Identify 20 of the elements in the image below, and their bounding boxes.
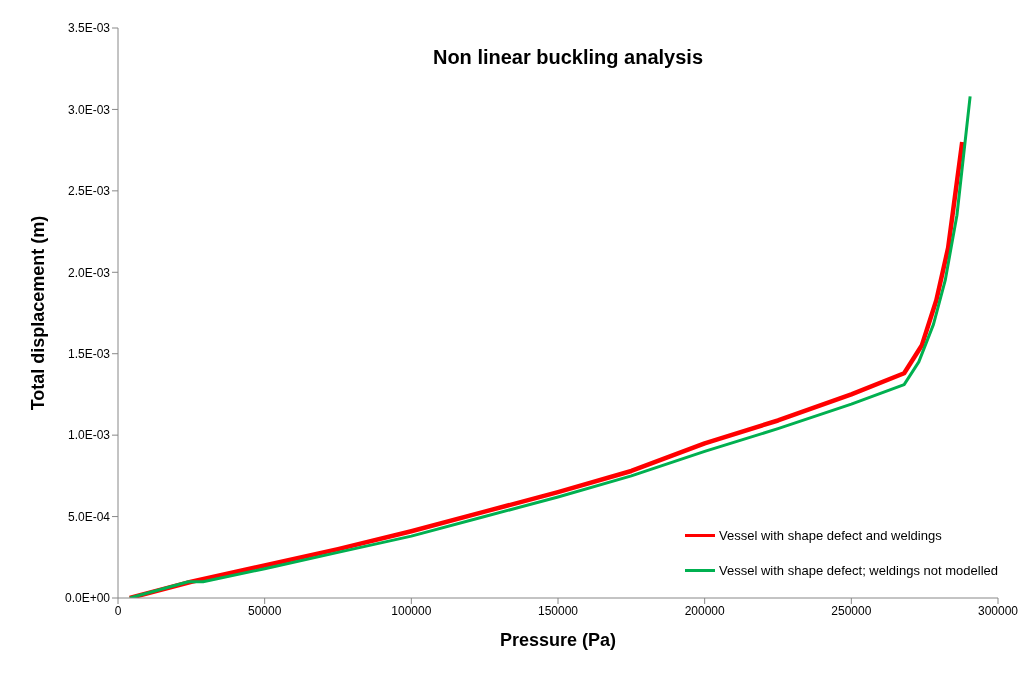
y-tick-label: 3.0E-03	[67, 102, 111, 117]
legend-label: Vessel with shape defect and weldings	[719, 528, 942, 543]
y-tick-label: 2.5E-03	[67, 184, 111, 199]
legend-label: Vessel with shape defect; weldings not modelled	[719, 563, 998, 578]
y-tick-label: 0.0E+00	[64, 591, 111, 606]
x-tick-label: 250000	[831, 603, 872, 618]
x-tick-label: 200000	[684, 603, 726, 618]
y-tick-label: 3.5E-03	[67, 21, 111, 36]
y-axis-title: Total displacement (m)	[28, 215, 49, 411]
x-tick-label: 300000	[977, 603, 1019, 618]
x-tick-label: 100000	[391, 603, 432, 618]
y-tick-label: 1.0E-03	[67, 428, 111, 443]
x-tick-label: 0	[114, 603, 122, 618]
text: Non linear buckling analysis	[431, 46, 705, 69]
x-tick-label: 150000	[537, 603, 579, 618]
y-tick-label: 5.0E-04	[67, 509, 111, 524]
x-tick-label: 50000	[247, 603, 282, 618]
y-tick-label: 2.0E-03	[67, 265, 111, 280]
x-axis-title: Pressure (Pa)	[499, 630, 617, 650]
y-tick-label: 1.5E-03	[67, 346, 111, 361]
